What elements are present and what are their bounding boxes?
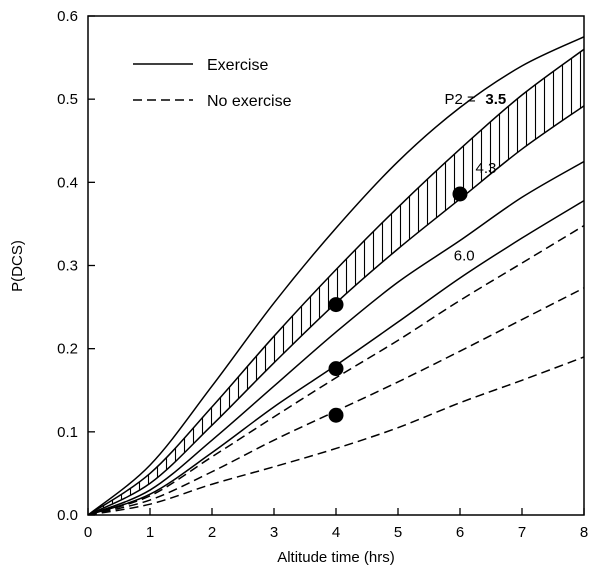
points-layer — [328, 186, 468, 423]
y-tick-label: 0.4 — [57, 174, 78, 191]
no-exercise-curve-5 — [88, 224, 584, 515]
y-tick-label: 0.6 — [57, 8, 78, 25]
exercise-curve-1 — [88, 48, 584, 515]
x-ticks: 0 1 2 3 4 5 6 7 8 — [84, 508, 588, 541]
x-tick-label: 2 — [208, 524, 216, 541]
hatched-band — [88, 49, 584, 515]
x-tick-label: 6 — [456, 524, 464, 541]
y-tick-label: 0.1 — [57, 424, 78, 441]
x-axis-title: Altitude time (hrs) — [277, 549, 395, 566]
data-point-2 — [328, 361, 344, 377]
legend-label-exercise: Exercise — [207, 57, 268, 74]
data-point-0 — [328, 297, 344, 313]
curve-label-1: 3.5 — [485, 91, 506, 108]
x-tick-label: 7 — [518, 524, 526, 541]
x-tick-label: 5 — [394, 524, 402, 541]
curve-label-0: P2 = — [445, 91, 480, 108]
y-tick-label: 0.2 — [57, 341, 78, 358]
plot-frame — [87, 15, 585, 516]
y-tick-label: 0.0 — [57, 507, 78, 524]
y-tick-label: 0.3 — [57, 258, 78, 275]
curve-label-2: 4.3 — [476, 160, 497, 177]
exercise-curve-0 — [88, 36, 584, 515]
no-exercise-curve-7 — [88, 356, 584, 515]
y-axis-title: P(DCS) — [9, 240, 26, 292]
curve-label-3: 6.0 — [454, 248, 475, 265]
x-tick-label: 4 — [332, 524, 340, 541]
x-tick-label: 3 — [270, 524, 278, 541]
x-tick-label: 8 — [580, 524, 588, 541]
exercise-curve-3 — [88, 160, 584, 515]
data-point-1 — [452, 186, 468, 202]
x-tick-label: 0 — [84, 524, 92, 541]
y-tick-label: 0.5 — [57, 91, 78, 108]
legend: Exercise No exercise — [133, 57, 292, 110]
legend-label-no-exercise: No exercise — [207, 93, 292, 110]
data-point-3 — [328, 407, 344, 423]
y-ticks: 0.0 0.1 0.2 0.3 0.4 0.5 0.6 — [57, 8, 95, 524]
x-tick-label: 1 — [146, 524, 154, 541]
band-layer — [88, 49, 584, 515]
annotations: P2 = 3.5 4.3 6.0 — [445, 91, 507, 264]
